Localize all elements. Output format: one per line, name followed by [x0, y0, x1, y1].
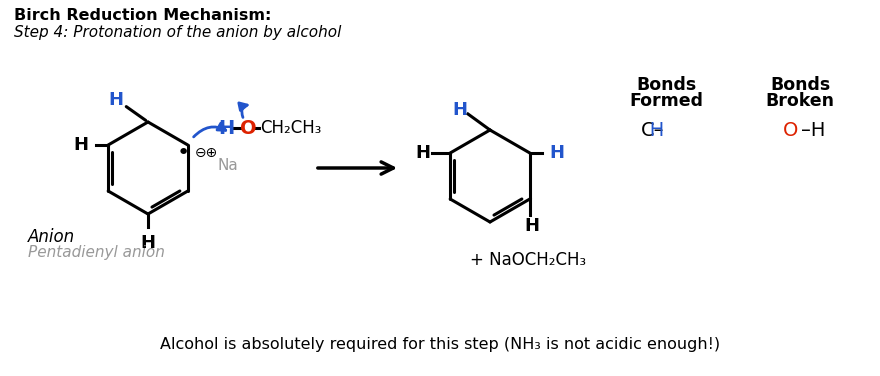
FancyArrowPatch shape [238, 103, 247, 117]
Text: + NaOCH₂CH₃: + NaOCH₂CH₃ [470, 251, 586, 269]
Text: Pentadienyl anion: Pentadienyl anion [28, 245, 165, 260]
Text: H: H [550, 144, 565, 162]
Text: Bonds: Bonds [770, 76, 830, 94]
Text: CH₂CH₃: CH₂CH₃ [260, 119, 321, 137]
Text: Broken: Broken [766, 92, 834, 110]
Text: O: O [782, 121, 798, 141]
Text: H: H [218, 118, 234, 138]
Text: •: • [177, 143, 190, 163]
Text: H: H [452, 101, 467, 119]
Text: Anion: Anion [28, 228, 75, 246]
Text: Bonds: Bonds [636, 76, 696, 94]
Text: –H: –H [801, 121, 825, 141]
Text: Formed: Formed [629, 92, 703, 110]
Text: Na: Na [218, 158, 238, 173]
Text: H: H [141, 234, 156, 252]
Text: H: H [108, 91, 123, 109]
Text: H: H [73, 136, 88, 154]
Text: Birch Reduction Mechanism:: Birch Reduction Mechanism: [14, 8, 271, 23]
Text: Step 4: Protonation of the anion by alcohol: Step 4: Protonation of the anion by alco… [14, 25, 341, 40]
Text: C–: C– [641, 121, 664, 141]
Text: ⊖⊕: ⊖⊕ [194, 146, 218, 160]
Text: Alcohol is absolutely required for this step (NH₃ is not acidic enough!): Alcohol is absolutely required for this … [160, 337, 720, 352]
FancyArrowPatch shape [194, 123, 226, 137]
Text: H: H [631, 121, 664, 141]
Text: H: H [524, 217, 539, 235]
Text: H: H [415, 144, 430, 162]
Text: O: O [239, 118, 256, 138]
